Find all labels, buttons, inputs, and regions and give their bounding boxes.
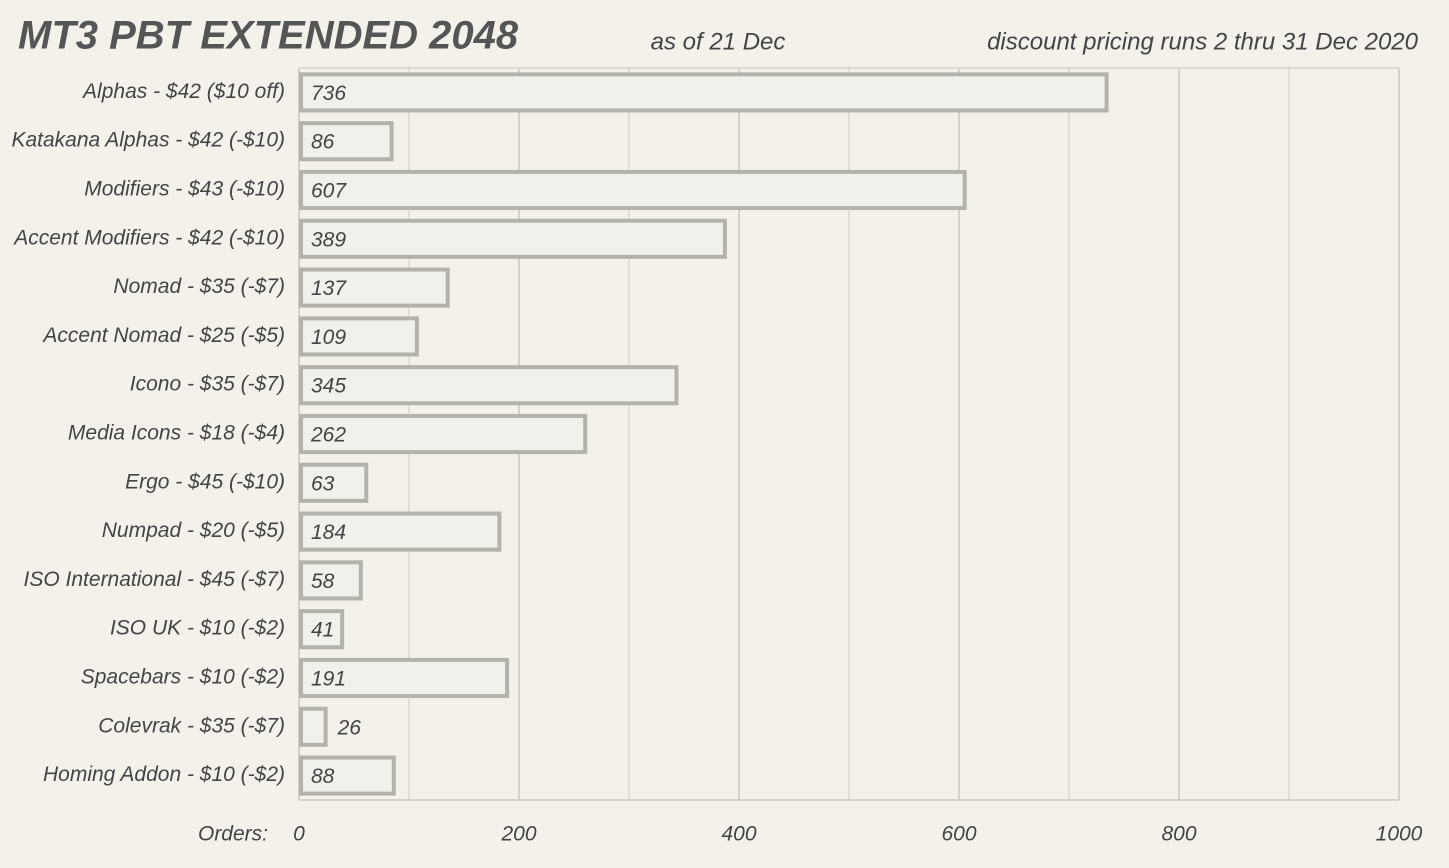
value-label: 86 [311, 131, 335, 154]
x-tick-label: 200 [500, 823, 536, 846]
bar [299, 316, 419, 357]
bar [299, 511, 502, 552]
value-label: 191 [311, 668, 346, 691]
y-tick-label: Accent Modifiers - $42 (-$10) [12, 226, 285, 249]
y-tick-label: Ergo - $45 (-$10) [125, 470, 285, 493]
y-tick-label: Colevrak - $35 (-$7) [98, 714, 285, 737]
value-label: 262 [310, 424, 346, 447]
bar [299, 609, 345, 650]
value-label: 137 [311, 277, 347, 300]
x-tick-label: 600 [941, 823, 976, 846]
y-tick-label: Katakana Alphas - $42 (-$10) [11, 129, 285, 152]
value-label: 389 [311, 228, 346, 251]
value-label: 88 [311, 765, 335, 788]
x-tick-label: 1000 [1376, 823, 1423, 846]
y-tick-label: ISO UK - $10 (-$2) [110, 617, 285, 640]
chart-title: MT3 PBT EXTENDED 2048 [18, 14, 519, 58]
y-tick-label: Spacebars - $10 (-$2) [81, 666, 285, 689]
chart-note: discount pricing runs 2 thru 31 Dec 2020 [987, 28, 1419, 55]
chart-subtitle: as of 21 Dec [651, 28, 786, 55]
value-label: 345 [311, 375, 346, 398]
value-label: 607 [311, 180, 347, 203]
y-tick-label: Alphas - $42 ($10 off) [81, 80, 285, 103]
value-label: 736 [311, 82, 346, 105]
bar [299, 218, 727, 259]
y-tick-label: Numpad - $20 (-$5) [102, 519, 285, 542]
bar [299, 169, 967, 211]
value-label: 41 [311, 619, 334, 642]
y-tick-label: Homing Addon - $10 (-$2) [43, 763, 285, 786]
x-axis-label: Orders: [198, 823, 268, 846]
bar [299, 755, 396, 796]
bar [299, 365, 679, 406]
bar [299, 706, 328, 747]
value-label: 184 [311, 521, 346, 544]
y-tick-label: Icono - $35 (-$7) [130, 373, 285, 396]
bar [299, 72, 1109, 113]
bar [299, 267, 450, 308]
bar [299, 657, 510, 699]
y-tick-label: ISO International - $45 (-$7) [24, 568, 285, 591]
y-tick-label: Media Icons - $18 (-$4) [68, 422, 285, 445]
value-label: 63 [311, 472, 335, 495]
y-tick-label: Modifiers - $43 (-$10) [84, 178, 285, 201]
x-tick-label: 400 [721, 823, 756, 846]
bar [299, 121, 394, 162]
y-tick-label: Nomad - $35 (-$7) [113, 275, 285, 298]
x-tick-label: 800 [1161, 823, 1196, 846]
bar [299, 560, 363, 601]
value-label: 58 [311, 570, 335, 593]
y-tick-label: Accent Nomad - $25 (-$5) [41, 324, 285, 347]
bar [299, 413, 588, 455]
x-tick-label: 0 [293, 823, 305, 846]
bar [299, 462, 369, 503]
value-label: 109 [311, 326, 346, 349]
value-label: 26 [337, 716, 362, 739]
